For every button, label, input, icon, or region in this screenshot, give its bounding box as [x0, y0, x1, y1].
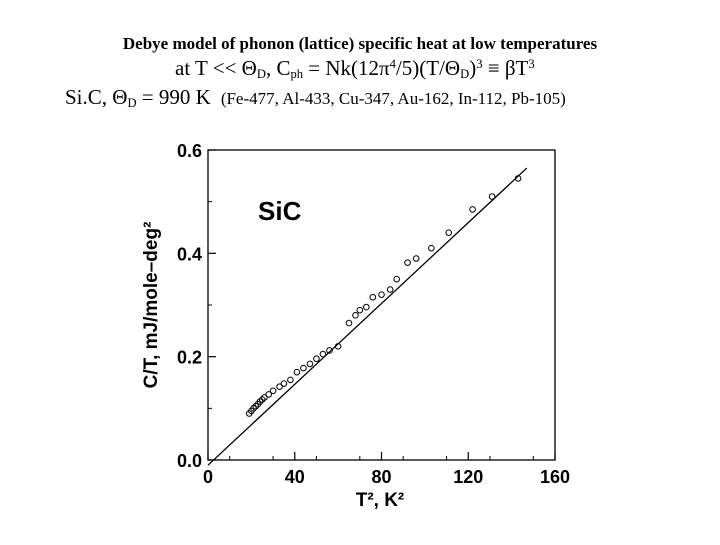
data-point-3 [252, 402, 260, 410]
formula-sub-d1: D [256, 67, 266, 82]
debye-temperature-list: (Fe-477, Al-433, Cu-347, Au-162, In-112,… [220, 89, 566, 108]
data-point-34 [514, 175, 522, 182]
formula-sep: , C [265, 56, 291, 80]
slide-title: Debye model of phonon (lattice) specific… [122, 34, 598, 53]
y-tick-label-0: 0.0 [177, 451, 202, 471]
data-point-16 [313, 355, 320, 363]
x-tick-label-0: 0 [203, 467, 213, 487]
data-point-5 [256, 398, 264, 405]
data-point-25 [378, 291, 385, 298]
data-point-22 [356, 306, 364, 314]
data-point-29 [412, 255, 420, 262]
formula-prefix: at T << Θ [175, 56, 257, 80]
data-point-17 [319, 350, 327, 358]
data-point-2 [250, 405, 257, 412]
x-tick-label-1: 40 [285, 467, 305, 487]
debye-formula: at T << ΘD, Cph = Nk(12π4/5)(T/ΘD)3 ≡ βT… [175, 56, 535, 82]
x-tick-label-4: 160 [540, 467, 570, 487]
data-point-8 [265, 391, 273, 398]
data-point-33 [488, 193, 496, 200]
data-point-26 [386, 286, 394, 293]
fit-line [207, 167, 528, 466]
y-axis-label: C/T, mJ/mole–deg² [141, 222, 162, 389]
data-point-12 [287, 376, 294, 384]
data-point-18 [326, 347, 333, 354]
data-point-23 [363, 303, 370, 311]
data-point-30 [428, 244, 435, 252]
data-point-27 [393, 275, 400, 283]
series-label: SiC [258, 196, 302, 226]
data-point-32 [469, 206, 476, 213]
sic-debye-temperature: Si.C, ΘD = 990 K (Fe-477, Al-433, Cu-347,… [65, 85, 566, 111]
data-point-21 [352, 312, 359, 319]
data-points [245, 175, 522, 417]
sic-prefix: Si.C, Θ [65, 85, 128, 109]
y-tick-label-1: 0.2 [177, 348, 202, 368]
formula-sup-4: 4 [389, 57, 396, 72]
formula-mid2: /5)(T/Θ [395, 56, 461, 80]
data-point-10 [276, 383, 283, 390]
data-point-28 [404, 259, 411, 266]
data-point-13 [293, 368, 301, 376]
data-point-24 [369, 293, 377, 301]
formula-sup-3a: 3 [476, 57, 483, 72]
sic-sub: D [127, 96, 137, 111]
data-point-6 [258, 396, 266, 403]
formula-sub-ph: ph [290, 67, 304, 82]
y-tick-label-2: 0.4 [177, 244, 202, 264]
data-point-14 [300, 364, 307, 372]
data-point-9 [269, 387, 277, 395]
fit-line-group [207, 167, 528, 466]
axis-ticks: 0 40 80 120 160 0.0 0.2 0.4 0.6 [177, 141, 570, 487]
y-tick-label-3: 0.6 [177, 141, 202, 161]
data-point-19 [334, 343, 342, 350]
data-point-31 [445, 229, 453, 236]
formula-sup-3b: 3 [528, 57, 535, 72]
x-tick-label-3: 120 [453, 467, 483, 487]
x-tick-label-2: 80 [371, 467, 391, 487]
formula-end: ≡ βT [482, 56, 529, 80]
data-point-7 [261, 394, 268, 401]
data-point-20 [345, 319, 353, 327]
formula-sub-d2: D [460, 67, 470, 82]
x-axis-label: T², K² [356, 490, 405, 511]
formula-mid3: ) [469, 56, 477, 80]
data-point-15 [306, 360, 314, 368]
sic-value: = 990 K [136, 85, 211, 109]
data-point-11 [280, 380, 288, 387]
formula-mid: = Nk(12π [303, 56, 390, 80]
